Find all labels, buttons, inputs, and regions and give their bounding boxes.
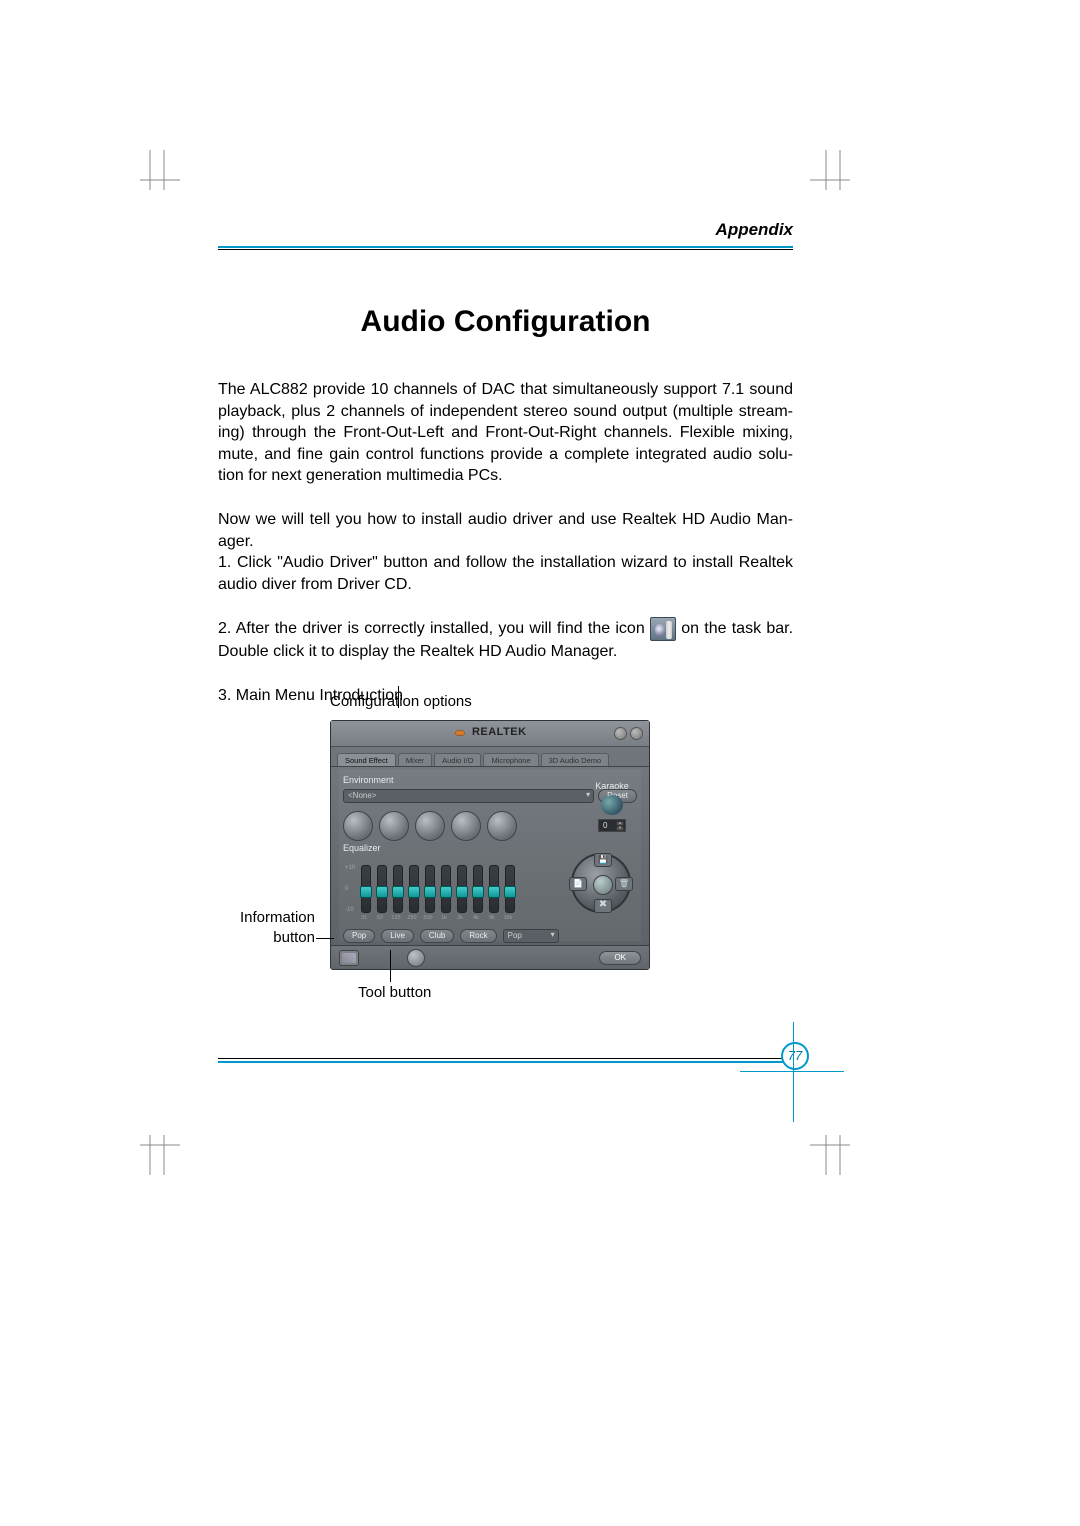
callout-line — [390, 950, 391, 982]
dial-reset-icon[interactable]: ✖ — [594, 899, 612, 913]
eq-slider[interactable] — [457, 865, 467, 913]
eq-scale-top: +10 — [345, 865, 355, 871]
page-number: 77 — [781, 1042, 809, 1070]
karaoke-label: Karaoke — [583, 781, 641, 791]
tool-button[interactable] — [407, 949, 425, 967]
crop-mark-bl — [120, 1115, 180, 1175]
sound-effect-panel: Environment <None> Reset Karaoke 0 — [339, 769, 641, 941]
eq-slider[interactable] — [425, 865, 435, 913]
page-footer: 77 — [218, 1058, 793, 1063]
karaoke-value-text: 0 — [603, 821, 607, 830]
label-config-options: Configuration options — [330, 693, 650, 710]
eq-slider[interactable] — [489, 865, 499, 913]
pagenum-cross-v — [793, 1022, 794, 1122]
dial-load-icon[interactable]: 📄 — [569, 877, 587, 891]
karaoke-value[interactable]: 0 ▴▾ — [598, 819, 626, 832]
preset-dropdown[interactable]: Pop — [503, 929, 559, 943]
information-button[interactable] — [339, 950, 359, 966]
karaoke-section: Karaoke 0 ▴▾ — [583, 775, 641, 832]
paragraph-step2: 2. After the driver is correctly install… — [218, 617, 793, 663]
eq-slider[interactable] — [505, 865, 515, 913]
dial-power-icon[interactable] — [593, 875, 613, 895]
eq-slider[interactable] — [441, 865, 451, 913]
eq-slider[interactable] — [361, 865, 371, 913]
tab-sound-effect[interactable]: Sound Effect — [337, 753, 396, 767]
eq-preset-row: Pop Live Club Rock Pop — [339, 921, 641, 943]
dial-ring: 💾 📄 🗑 ✖ — [571, 853, 631, 913]
close-button[interactable] — [630, 727, 643, 740]
preset-rock-button[interactable]: Rock — [460, 929, 496, 943]
tab-audio-io[interactable]: Audio I/O — [434, 753, 481, 767]
pagenum-cross-h — [740, 1071, 844, 1072]
crop-mark-br — [810, 1115, 870, 1175]
karaoke-down-icon[interactable]: ▾ — [616, 826, 624, 831]
realtek-audio-manager-screenshot: REALTEK Sound Effect Mixer Audio I/O Mic… — [330, 720, 650, 970]
eq-slider[interactable] — [409, 865, 419, 913]
karaoke-icon[interactable] — [601, 795, 623, 815]
paragraph-install-lead: Now we will tell you how to install audi… — [218, 509, 793, 552]
tab-microphone[interactable]: Microphone — [483, 753, 538, 767]
paragraph-intro: The ALC882 provide 10 channels of DAC th… — [218, 379, 793, 487]
label-tool-button: Tool button — [358, 984, 431, 1001]
paragraph-step1: 1. Click "Audio Driver" button and follo… — [218, 552, 793, 595]
eq-scale-bot: -10 — [345, 907, 355, 913]
environment-dropdown[interactable]: <None> — [343, 789, 594, 803]
minimize-button[interactable] — [614, 727, 627, 740]
eq-scale: +10 0 -10 — [345, 865, 355, 913]
page-header-section: Appendix — [218, 220, 793, 246]
footer-rule-black — [218, 1058, 793, 1059]
tab-3d-audio-demo[interactable]: 3D Audio Demo — [541, 753, 610, 767]
callout-line — [316, 938, 334, 939]
crop-mark-tl — [120, 150, 180, 210]
crop-mark-tr — [810, 150, 870, 210]
taskbar-audio-icon — [650, 617, 676, 641]
paragraph-step2a: 2. After the driver is correctly install… — [218, 621, 650, 638]
preset-live-button[interactable]: Live — [381, 929, 414, 943]
dial-save-icon[interactable]: 💾 — [594, 853, 612, 867]
bottom-toolbar: OK — [331, 945, 649, 969]
tab-bar: Sound Effect Mixer Audio I/O Microphone … — [331, 747, 649, 767]
eq-scale-mid: 0 — [345, 886, 355, 892]
preset-club-button[interactable]: Club — [420, 929, 454, 943]
screenshot-wrapper: Configuration options REALTEK Sound Effe… — [330, 693, 650, 970]
footer-rule-blue — [218, 1061, 793, 1063]
eq-control-dial: 💾 📄 🗑 ✖ — [565, 847, 637, 919]
window-titlebar: REALTEK — [331, 721, 649, 747]
header-rule-black — [218, 249, 793, 250]
page-title: Audio Configuration — [218, 305, 793, 339]
page-content: Appendix Audio Configuration The ALC882 … — [218, 220, 793, 729]
eq-slider[interactable] — [377, 865, 387, 913]
label-information-button: Information button — [230, 908, 315, 947]
header-rule-blue — [218, 246, 793, 248]
realtek-logo-text: REALTEK — [472, 726, 527, 738]
window-buttons — [614, 727, 643, 740]
tab-mixer[interactable]: Mixer — [398, 753, 432, 767]
realtek-crab-icon — [453, 727, 467, 739]
ok-button[interactable]: OK — [599, 951, 641, 965]
eq-slider[interactable] — [473, 865, 483, 913]
eq-slider[interactable] — [393, 865, 403, 913]
callout-line — [398, 686, 399, 708]
dial-delete-icon[interactable]: 🗑 — [615, 877, 633, 891]
preset-pop-button[interactable]: Pop — [343, 929, 375, 943]
